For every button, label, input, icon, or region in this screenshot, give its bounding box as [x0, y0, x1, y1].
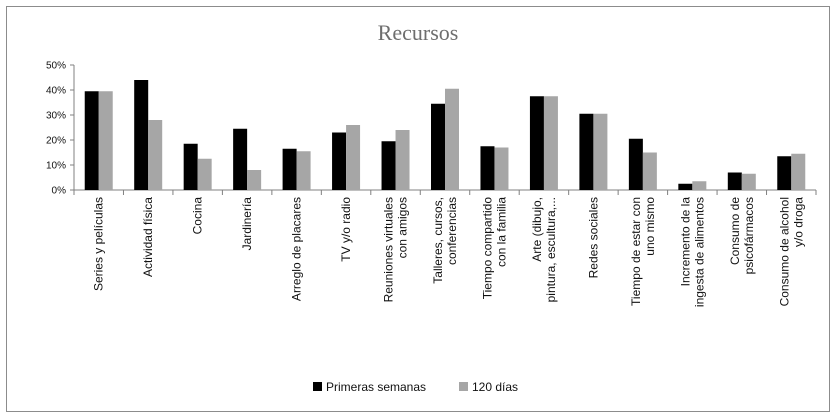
bar-120-dias — [395, 130, 410, 190]
category-label-line: Reuniones virtuales — [382, 197, 396, 302]
category-label-line: Series y películas — [92, 197, 106, 291]
category-label: Arreglo de placares — [290, 197, 304, 301]
bar-primeras-semanas — [480, 146, 495, 190]
bar-120-dias — [296, 151, 311, 190]
category-label-line: Arte (dibujo, — [530, 197, 544, 262]
category-label-line: Tiempo compartido — [480, 197, 494, 300]
bar-120-dias — [148, 120, 163, 190]
category-label-line: Consumo de — [728, 197, 742, 265]
y-tick-label: 30% — [46, 111, 66, 122]
category-label-line: Incremento de la — [678, 197, 692, 287]
bar-120-dias — [642, 152, 657, 190]
legend-swatch — [313, 382, 322, 391]
bar-120-dias — [791, 153, 806, 190]
y-tick-label: 10% — [46, 161, 66, 172]
bar-120-dias — [543, 96, 558, 190]
bar-primeras-semanas — [529, 96, 544, 190]
bar-primeras-semanas — [777, 156, 792, 190]
category-label: TV y/o radio — [339, 197, 353, 262]
category-label-line: Tiempo de estar con — [629, 197, 643, 306]
category-label-line: psicofármacos — [742, 197, 756, 274]
bar-primeras-semanas — [134, 80, 149, 190]
category-label-line: Arreglo de placares — [290, 197, 304, 301]
bar-primeras-semanas — [579, 113, 594, 190]
category-label-line: ingesta de alimentos — [692, 197, 706, 307]
category-label-line: Redes sociales — [586, 197, 600, 278]
category-label-line: Jardinería — [240, 197, 254, 251]
category-label: Tiempo compartido con la familia — [480, 197, 508, 300]
category-label: Reuniones virtuales con amigos — [382, 197, 410, 302]
bar-120-dias — [346, 125, 361, 190]
bar-primeras-semanas — [282, 148, 297, 190]
category-label: Redes sociales — [586, 197, 600, 278]
category-label: Tiempo de estar con uno mismo — [629, 197, 657, 306]
bar-primeras-semanas — [332, 132, 347, 190]
category-label-line: uno mismo — [643, 197, 657, 256]
bar-120-dias — [494, 147, 509, 190]
bar-primeras-semanas — [431, 103, 445, 190]
bar-primeras-semanas — [678, 183, 693, 190]
category-labels: Series y películas Actividad física Cocina… — [92, 197, 806, 307]
legend: Primeras semanas 120 días — [313, 380, 518, 394]
chart-frame — [6, 6, 830, 412]
bar-120-dias — [692, 181, 707, 190]
bar-primeras-semanas — [727, 172, 742, 190]
category-label: Consumo de psicofármacos — [728, 197, 756, 275]
legend-label: 120 días — [472, 380, 518, 394]
bar-120-dias — [741, 173, 756, 190]
category-label: Incremento de la ingesta de alimentos — [678, 197, 706, 307]
bar-primeras-semanas — [84, 91, 99, 190]
bar-120-dias — [197, 158, 212, 190]
category-label: Arte (dibujo, pintura, escultura,... — [530, 197, 558, 302]
category-label-line: Actividad física — [141, 197, 155, 277]
category-label-line: Consumo de alcohol — [777, 197, 791, 306]
category-label: Actividad física — [141, 197, 155, 277]
category-label-line: y/o droga — [791, 197, 805, 247]
bar-120-dias — [593, 113, 608, 190]
category-label-line: pintura, escultura,... — [544, 197, 558, 302]
category-label-line: con la familia — [494, 197, 508, 267]
category-label-line: conferencias — [445, 197, 459, 265]
category-label-line: Talleres, cursos, — [431, 197, 445, 284]
bar-primeras-semanas — [183, 143, 198, 190]
bar-120-dias — [445, 88, 459, 190]
category-label: Cocina — [191, 197, 205, 235]
y-tick-label: 20% — [46, 136, 66, 147]
bar-120-dias — [98, 91, 113, 190]
category-label: Consumo de alcohol y/o droga — [777, 197, 805, 307]
category-label-line: con amigos — [396, 197, 410, 258]
bar-120-dias — [247, 170, 262, 190]
category-label-line: TV y/o radio — [339, 197, 353, 262]
category-label: Jardinería — [240, 197, 254, 251]
y-tick-label: 50% — [46, 61, 66, 72]
chart-title: Recursos — [378, 20, 459, 45]
bar-primeras-semanas — [233, 128, 248, 190]
bar-primeras-semanas — [381, 141, 396, 190]
category-label: Talleres, cursos, conferencias — [431, 197, 459, 284]
category-label: Series y películas — [92, 197, 106, 291]
legend-swatch — [459, 382, 468, 391]
y-tick-label: 40% — [46, 86, 66, 97]
legend-label: Primeras semanas — [326, 380, 426, 394]
bars — [84, 80, 806, 190]
category-label-line: Cocina — [191, 197, 205, 235]
bar-primeras-semanas — [628, 138, 643, 190]
y-tick-label: 0% — [52, 186, 67, 197]
